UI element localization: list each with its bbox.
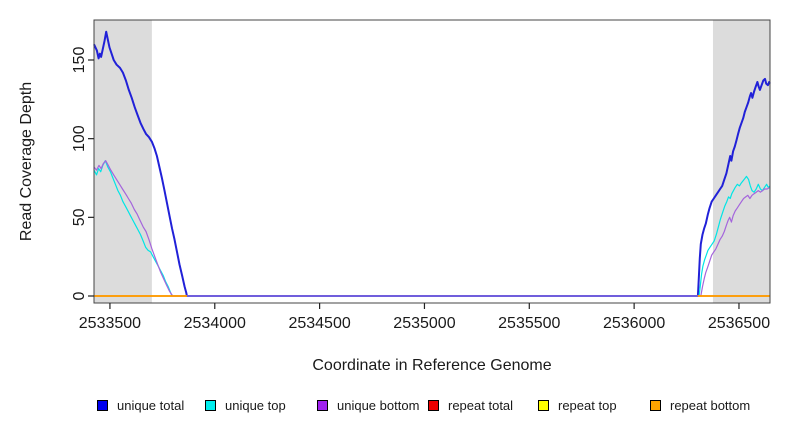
x-tick-label: 2534500 xyxy=(288,315,350,332)
legend-item-unique-bottom: unique bottom xyxy=(317,397,419,413)
x-tick-label: 2535500 xyxy=(498,315,560,332)
y-axis-title: Read Coverage Depth xyxy=(18,82,35,241)
legend-label: unique bottom xyxy=(337,397,420,413)
legend-swatch-icon xyxy=(538,399,549,411)
series-line-unique-top xyxy=(93,160,771,297)
chart-legend: unique total unique top unique bottom repea… xyxy=(0,397,792,417)
legend-swatch-icon xyxy=(205,399,216,411)
x-tick-label: 2533500 xyxy=(79,315,141,332)
x-tick-label: 2536500 xyxy=(708,315,770,332)
legend-label: repeat top xyxy=(558,397,617,413)
legend-swatch-icon xyxy=(428,399,439,411)
legend-item-unique-top: unique top xyxy=(205,397,286,413)
legend-item-repeat-bottom: repeat bottom xyxy=(650,397,750,413)
legend-label: unique top xyxy=(225,397,286,413)
x-axis-title: Coordinate in Reference Genome xyxy=(312,357,551,374)
x-tick-label: 2534000 xyxy=(184,315,246,332)
x-tick-label: 2536000 xyxy=(603,315,665,332)
y-tick-label: 100 xyxy=(71,125,88,152)
legend-item-unique-total: unique total xyxy=(97,397,184,413)
legend-label: repeat total xyxy=(448,397,514,413)
legend-swatch-icon xyxy=(97,399,108,411)
x-tick-label: 2535000 xyxy=(393,315,455,332)
y-tick-label: 150 xyxy=(71,47,88,74)
legend-swatch-icon xyxy=(317,399,328,411)
legend-swatch-icon xyxy=(650,399,661,411)
y-tick-label: 0 xyxy=(71,291,88,300)
series-line-unique-total xyxy=(93,30,771,297)
legend-item-repeat-top: repeat top xyxy=(538,397,617,413)
repeat-region-band xyxy=(712,20,770,303)
legend-label: unique total xyxy=(117,397,185,413)
repeat-region-band xyxy=(94,20,152,303)
y-tick-label: 50 xyxy=(71,208,88,226)
legend-item-repeat-total: repeat total xyxy=(428,397,513,413)
legend-label: repeat bottom xyxy=(670,397,751,413)
series-line-unique-bottom xyxy=(93,160,771,297)
plot-box xyxy=(93,19,771,304)
